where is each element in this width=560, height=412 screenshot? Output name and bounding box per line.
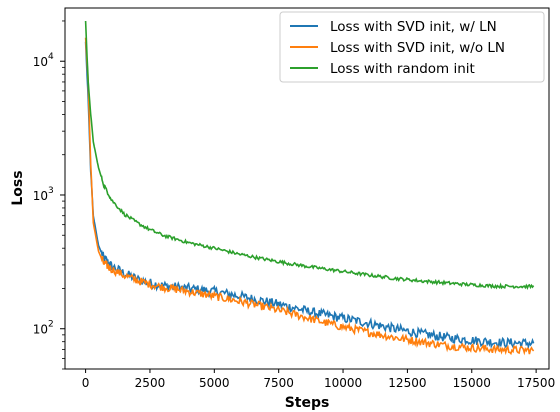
plot-lines bbox=[84, 20, 535, 356]
y-tick-exponent: 3 bbox=[48, 186, 54, 196]
x-axis-ticks: 0 2500 5000 7500 10000 12500 15000 17500 bbox=[82, 369, 555, 390]
series-line-2 bbox=[84, 37, 535, 356]
y-axis-label: Loss bbox=[10, 170, 26, 205]
legend-label-3: Loss with random init bbox=[330, 61, 475, 77]
y-tick-exponent: 4 bbox=[48, 52, 54, 62]
x-tick-label: 7500 bbox=[263, 376, 294, 390]
x-tick-label: 0 bbox=[82, 376, 90, 390]
series-line-3 bbox=[84, 20, 535, 290]
legend: Loss with SVD init, w/ LN Loss with SVD i… bbox=[279, 11, 545, 83]
x-tick-label: 15000 bbox=[453, 376, 491, 390]
series-line-1 bbox=[84, 41, 535, 350]
x-axis-label: Steps bbox=[285, 395, 330, 411]
y-tick-label: 10 bbox=[33, 189, 48, 203]
legend-box bbox=[279, 11, 545, 83]
x-tick-label: 12500 bbox=[388, 376, 426, 390]
x-tick-label: 10000 bbox=[324, 376, 362, 390]
legend-label-1: Loss with SVD init, w/ LN bbox=[330, 19, 497, 35]
y-tick-label: 10 bbox=[33, 323, 48, 337]
x-tick-label: 2500 bbox=[135, 376, 166, 390]
legend-label-2: Loss with SVD init, w/o LN bbox=[330, 40, 505, 56]
axes-frame bbox=[64, 7, 550, 370]
x-tick-label: 5000 bbox=[199, 376, 230, 390]
y-tick-label: 10 bbox=[33, 55, 48, 69]
y-tick-exponent: 2 bbox=[48, 320, 54, 330]
x-tick-label: 17500 bbox=[517, 376, 555, 390]
